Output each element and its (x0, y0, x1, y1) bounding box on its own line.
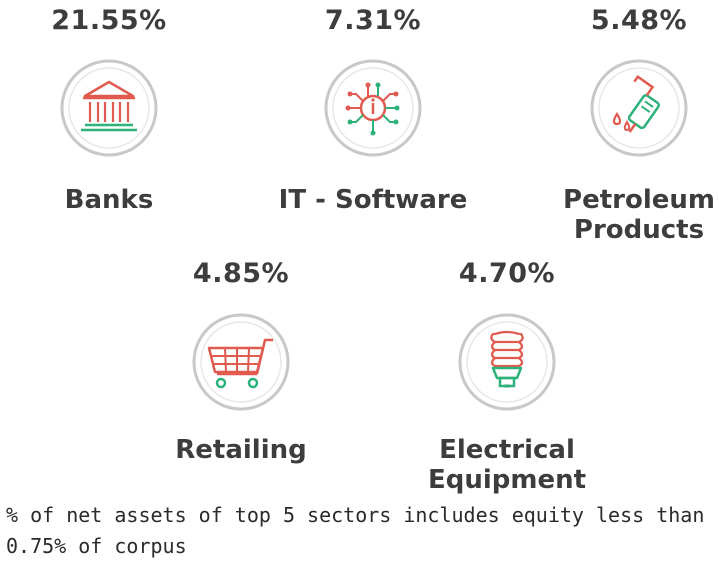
bank-building-icon (59, 58, 159, 158)
sector-label-line: Equipment (427, 465, 587, 495)
sector-label-line: Electrical (439, 435, 575, 465)
footnote: % of net assets of top 5 sectors include… (6, 503, 705, 558)
shopping-cart-icon (191, 312, 291, 412)
fuel-nozzle-icon (589, 58, 689, 158)
sector-label: Electrical Equipment (397, 435, 617, 495)
cfl-bulb-icon (457, 312, 557, 412)
microchip-icon (323, 58, 423, 158)
sector-value: 5.48% (590, 5, 688, 36)
sector-value: 7.31% (324, 5, 422, 36)
sector-label: IT - Software (278, 185, 468, 215)
sector-label-line: Petroleum (563, 185, 715, 215)
sector-value: 4.70% (458, 258, 556, 289)
sector-label: Petroleum Products (529, 185, 719, 245)
sector-label: Banks (64, 185, 154, 215)
sector-value: 21.55% (51, 5, 167, 36)
sector-value: 4.85% (192, 258, 290, 289)
sector-label-line: Products (573, 215, 705, 245)
sector-label: Retailing (175, 435, 307, 465)
